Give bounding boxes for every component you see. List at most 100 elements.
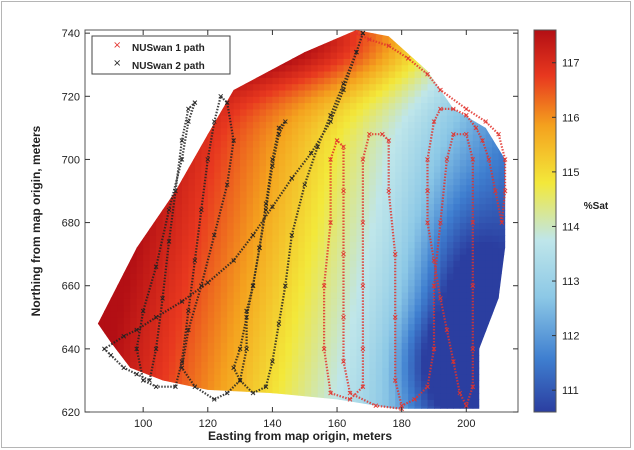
field-cell [311,254,319,261]
field-cell [369,216,377,224]
field-cell [143,298,151,306]
field-cell [291,260,299,268]
field-cell [362,89,370,97]
field-cell [285,191,293,198]
field-cell [175,203,183,211]
field-cell [459,146,467,154]
field-cell [453,367,461,375]
field-cell [356,266,364,274]
field-cell [369,393,377,400]
field-cell [110,342,118,350]
path-marker [438,295,443,301]
field-cell [375,342,383,350]
field-cell [349,355,357,362]
y-tick-label: 660 [62,281,80,293]
field-cell [311,89,319,97]
field-cell [317,102,325,110]
field-cell [453,108,461,116]
field-cell [188,367,196,375]
field-cell [466,310,474,318]
path-marker [289,176,295,181]
field-cell [330,165,338,173]
field-cell [472,159,480,167]
field-cell [317,146,325,154]
path-marker [360,157,366,162]
field-cell [459,216,467,224]
field-cell [291,329,299,337]
field-cell [362,58,370,66]
field-cell [401,134,409,141]
field-cell [479,254,487,261]
field-cell [201,247,209,255]
field-cell [246,241,254,249]
field-cell [214,266,222,274]
field-cell [375,380,383,388]
field-cell [466,127,474,135]
field-cell [201,374,209,381]
field-cell [343,159,351,167]
field-cell [433,304,441,312]
field-cell [201,304,209,312]
field-cell [362,348,370,356]
field-cell [408,342,416,350]
field-cell [395,216,403,224]
field-cell [233,134,241,141]
field-cell [201,329,209,337]
field-cell [194,260,202,268]
field-cell [317,355,325,362]
field-cell [343,209,351,217]
field-cell [220,241,228,249]
field-cell [349,108,357,116]
field-cell [311,228,319,236]
field-cell [169,348,176,356]
field-cell [343,292,351,299]
field-cell [130,348,138,356]
field-cell [440,191,448,198]
field-cell [356,209,364,217]
path-marker [379,131,385,137]
path-marker [328,220,333,225]
path-marker [192,100,198,105]
field-cell [265,285,273,293]
field-cell [343,39,351,47]
field-cell [298,191,306,198]
field-cell [369,146,377,154]
field-cell [421,127,429,135]
field-cell [259,355,267,362]
field-cell [181,336,189,344]
field-cell [427,399,435,407]
field-cell [356,140,364,148]
field-cell [110,304,118,312]
field-cell [175,260,183,268]
field-cell [375,367,383,375]
field-cell [220,134,228,141]
field-cell [433,273,441,280]
field-cell [330,172,338,179]
legend-marker-2: × [113,58,121,69]
field-cell [136,241,144,249]
field-cell [317,298,325,306]
field-cell [369,83,377,91]
field-cell [278,273,286,280]
field-cell [375,89,383,97]
field-cell [317,260,325,268]
field-cell [466,367,474,375]
path-marker [289,232,295,238]
field-cell [298,178,306,186]
field-cell [356,165,364,173]
field-cell [220,178,228,186]
field-cell [214,153,222,160]
field-cell [169,273,176,280]
field-cell [291,89,299,97]
field-cell [362,184,370,192]
field-cell [492,260,500,268]
field-cell [388,374,396,381]
field-cell [130,304,138,312]
field-cell [421,121,429,129]
field-cell [356,83,364,91]
field-cell [395,96,403,104]
field-cell [382,71,390,78]
field-cell [272,298,280,306]
field-cell [298,222,306,230]
field-cell [414,405,422,409]
